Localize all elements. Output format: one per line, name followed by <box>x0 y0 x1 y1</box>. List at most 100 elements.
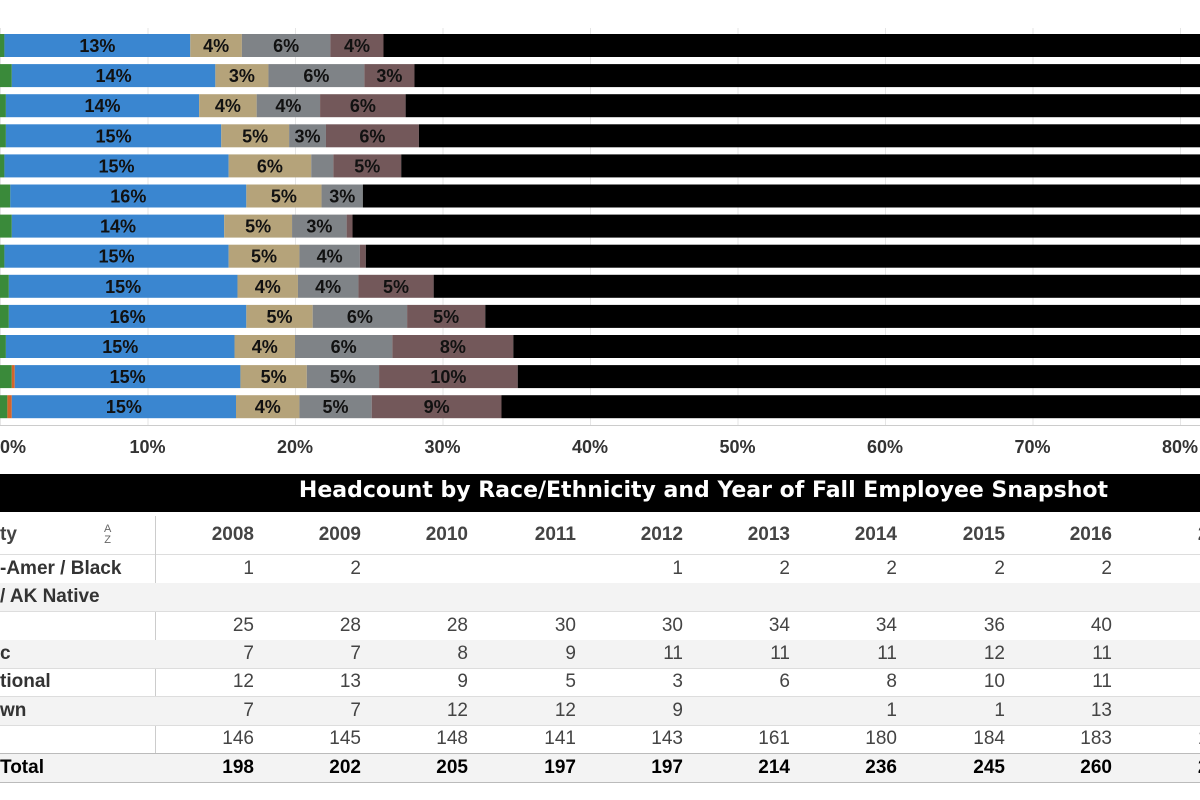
bar-segment[interactable] <box>4 244 229 268</box>
bar-segment[interactable] <box>401 154 1200 178</box>
bar-segment[interactable] <box>268 64 365 88</box>
year-column-header[interactable]: 2011 <box>534 524 576 545</box>
table-cell: 141 <box>544 727 576 749</box>
table-cell <box>1159 583 1200 611</box>
bar-segment[interactable] <box>333 154 402 178</box>
bar-segment[interactable] <box>414 64 1200 88</box>
year-column-header[interactable]: 20 <box>1159 516 1200 554</box>
bar-segment[interactable] <box>0 34 5 57</box>
bar-segment[interactable] <box>256 94 321 118</box>
table-cell <box>1052 583 1112 611</box>
bar-segment[interactable] <box>289 124 326 148</box>
bar-segment[interactable] <box>0 304 9 328</box>
bar-segment[interactable] <box>5 94 200 118</box>
bar-segment[interactable] <box>359 244 366 268</box>
year-column-header[interactable]: 2013 <box>747 524 790 545</box>
bar-segment[interactable] <box>517 365 1200 389</box>
bar-segment[interactable] <box>11 64 216 88</box>
bar-segment[interactable] <box>501 395 1200 419</box>
bar-segment[interactable] <box>0 94 6 118</box>
year-column-header[interactable]: 2009 <box>318 524 361 545</box>
bar-segment[interactable] <box>418 124 1200 148</box>
bar-segment[interactable] <box>215 64 269 88</box>
bar-segment[interactable] <box>0 64 12 88</box>
bar-segment[interactable] <box>364 64 415 88</box>
bar-segment[interactable] <box>292 214 347 238</box>
bar-segment[interactable] <box>485 304 1200 328</box>
bar-segment[interactable] <box>306 365 380 389</box>
table-cell: 198 <box>222 757 254 779</box>
year-column-header[interactable]: 2014 <box>854 524 897 545</box>
bar-segment[interactable] <box>199 94 257 118</box>
table-cell <box>730 583 790 611</box>
bar-segment[interactable] <box>224 214 293 238</box>
bar-segment[interactable] <box>0 214 12 238</box>
year-column-header[interactable]: 2008 <box>211 524 254 545</box>
bar-segment[interactable] <box>0 365 12 389</box>
bar-segment[interactable] <box>0 184 11 208</box>
bar-segment[interactable] <box>321 184 363 208</box>
year-column-header[interactable]: 2016 <box>1069 524 1112 545</box>
bar-segment[interactable] <box>320 94 406 118</box>
bar-segment[interactable] <box>228 154 312 178</box>
category-column-header[interactable]: ty <box>0 524 17 545</box>
bar-segment[interactable] <box>379 365 518 389</box>
bar-segment[interactable] <box>383 34 1200 57</box>
bar-segment[interactable] <box>371 395 502 419</box>
bar-segment[interactable] <box>11 395 236 419</box>
table-cell: 36 <box>983 614 1005 636</box>
table-cell: 7 <box>243 642 254 664</box>
bar-segment[interactable] <box>11 214 225 238</box>
bar-segment[interactable] <box>236 395 300 419</box>
bar-segment[interactable] <box>0 335 6 358</box>
bar-segment[interactable] <box>330 34 384 57</box>
bar-segment[interactable] <box>5 124 222 148</box>
bar-segment[interactable] <box>295 335 393 358</box>
bar-segment[interactable] <box>221 124 290 148</box>
bar-segment[interactable] <box>0 244 5 268</box>
bar-segment[interactable] <box>311 154 334 178</box>
bar-segment[interactable] <box>241 34 331 57</box>
bar-segment[interactable] <box>0 395 8 419</box>
bar-segment[interactable] <box>346 214 353 238</box>
bar-segment[interactable] <box>10 184 247 208</box>
bar-segment[interactable] <box>4 154 229 178</box>
bar-segment[interactable] <box>237 274 298 298</box>
bar-segment[interactable] <box>358 274 434 298</box>
bar-segment[interactable] <box>246 304 313 328</box>
bar-segment[interactable] <box>190 34 242 57</box>
bar-segment[interactable] <box>228 244 300 268</box>
bar-segment[interactable] <box>407 304 486 328</box>
bar-segment[interactable] <box>14 365 241 389</box>
bar-segment[interactable] <box>0 274 9 298</box>
bar-segment[interactable] <box>325 124 419 148</box>
year-column-header[interactable]: 2015 <box>962 524 1005 545</box>
bar-segment[interactable] <box>7 395 12 419</box>
bar-segment[interactable] <box>240 365 307 389</box>
bar-segment[interactable] <box>246 184 322 208</box>
bar-segment[interactable] <box>433 274 1200 298</box>
bar-segment[interactable] <box>0 124 6 148</box>
bar-segment[interactable] <box>8 304 247 328</box>
bar-segment[interactable] <box>392 335 514 358</box>
bar-segment[interactable] <box>312 304 408 328</box>
bar-segment[interactable] <box>365 244 1200 268</box>
year-column-header[interactable]: 2010 <box>425 524 468 545</box>
bar-segment[interactable] <box>362 184 1200 208</box>
bar-segment[interactable] <box>8 274 238 298</box>
bar-segment[interactable] <box>297 274 359 298</box>
bar-segment[interactable] <box>0 154 5 178</box>
bar-data-label: 4% <box>275 96 301 116</box>
bar-segment[interactable] <box>299 244 360 268</box>
bar-segment[interactable] <box>513 335 1200 358</box>
year-column-header[interactable]: 2012 <box>640 524 683 545</box>
bar-segment[interactable] <box>234 335 295 358</box>
bar-segment[interactable] <box>405 94 1200 118</box>
bar-data-label: 14% <box>100 217 136 237</box>
bar-segment[interactable] <box>5 335 235 358</box>
bar-segment[interactable] <box>352 214 1200 238</box>
bar-segment[interactable] <box>299 395 372 419</box>
bar-segment[interactable] <box>4 34 191 57</box>
bar-segment[interactable] <box>11 365 15 389</box>
